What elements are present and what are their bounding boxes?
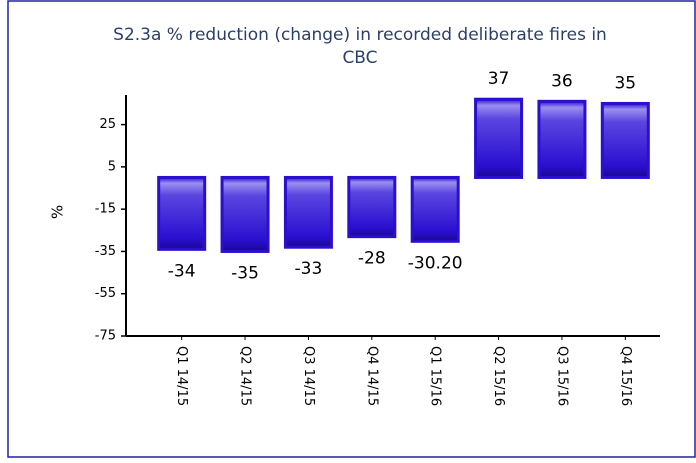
data-label: 35 bbox=[614, 73, 636, 93]
x-tick-label: Q1 14/15 bbox=[174, 346, 189, 406]
data-label: -30.20 bbox=[408, 253, 463, 273]
y-axis-label: % bbox=[49, 205, 67, 219]
bar bbox=[410, 175, 460, 243]
y-tick-label: -55 bbox=[95, 286, 116, 301]
x-tick-label: Q1 15/16 bbox=[428, 346, 443, 406]
x-tick-label: Q2 15/16 bbox=[491, 346, 506, 406]
bar bbox=[220, 175, 270, 253]
bar bbox=[474, 97, 524, 179]
chart-subtitle: CBC bbox=[342, 48, 377, 68]
data-label: -33 bbox=[295, 259, 323, 279]
bar bbox=[537, 99, 587, 179]
y-tick-label: -35 bbox=[95, 244, 116, 259]
y-tick-label: 5 bbox=[108, 159, 116, 174]
y-tick-label: 25 bbox=[99, 117, 116, 132]
x-tick-label: Q3 15/16 bbox=[554, 346, 569, 406]
x-tick-label: Q4 15/16 bbox=[618, 346, 633, 406]
bar bbox=[283, 175, 333, 249]
data-label: 37 bbox=[488, 69, 510, 89]
bar bbox=[347, 175, 397, 239]
data-label: 36 bbox=[551, 71, 573, 91]
data-label: -28 bbox=[358, 249, 386, 269]
chart-title: S2.3a % reduction (change) in recorded d… bbox=[113, 25, 607, 45]
bar bbox=[600, 101, 650, 179]
data-label: -34 bbox=[168, 261, 196, 281]
bar bbox=[157, 175, 207, 251]
y-tick-label: -15 bbox=[95, 202, 116, 217]
x-tick-label: Q3 14/15 bbox=[301, 346, 316, 406]
x-tick-label: Q2 14/15 bbox=[238, 346, 253, 406]
y-tick-label: -75 bbox=[95, 329, 116, 344]
data-label: -35 bbox=[231, 263, 259, 283]
x-tick-label: Q4 14/15 bbox=[364, 346, 379, 406]
